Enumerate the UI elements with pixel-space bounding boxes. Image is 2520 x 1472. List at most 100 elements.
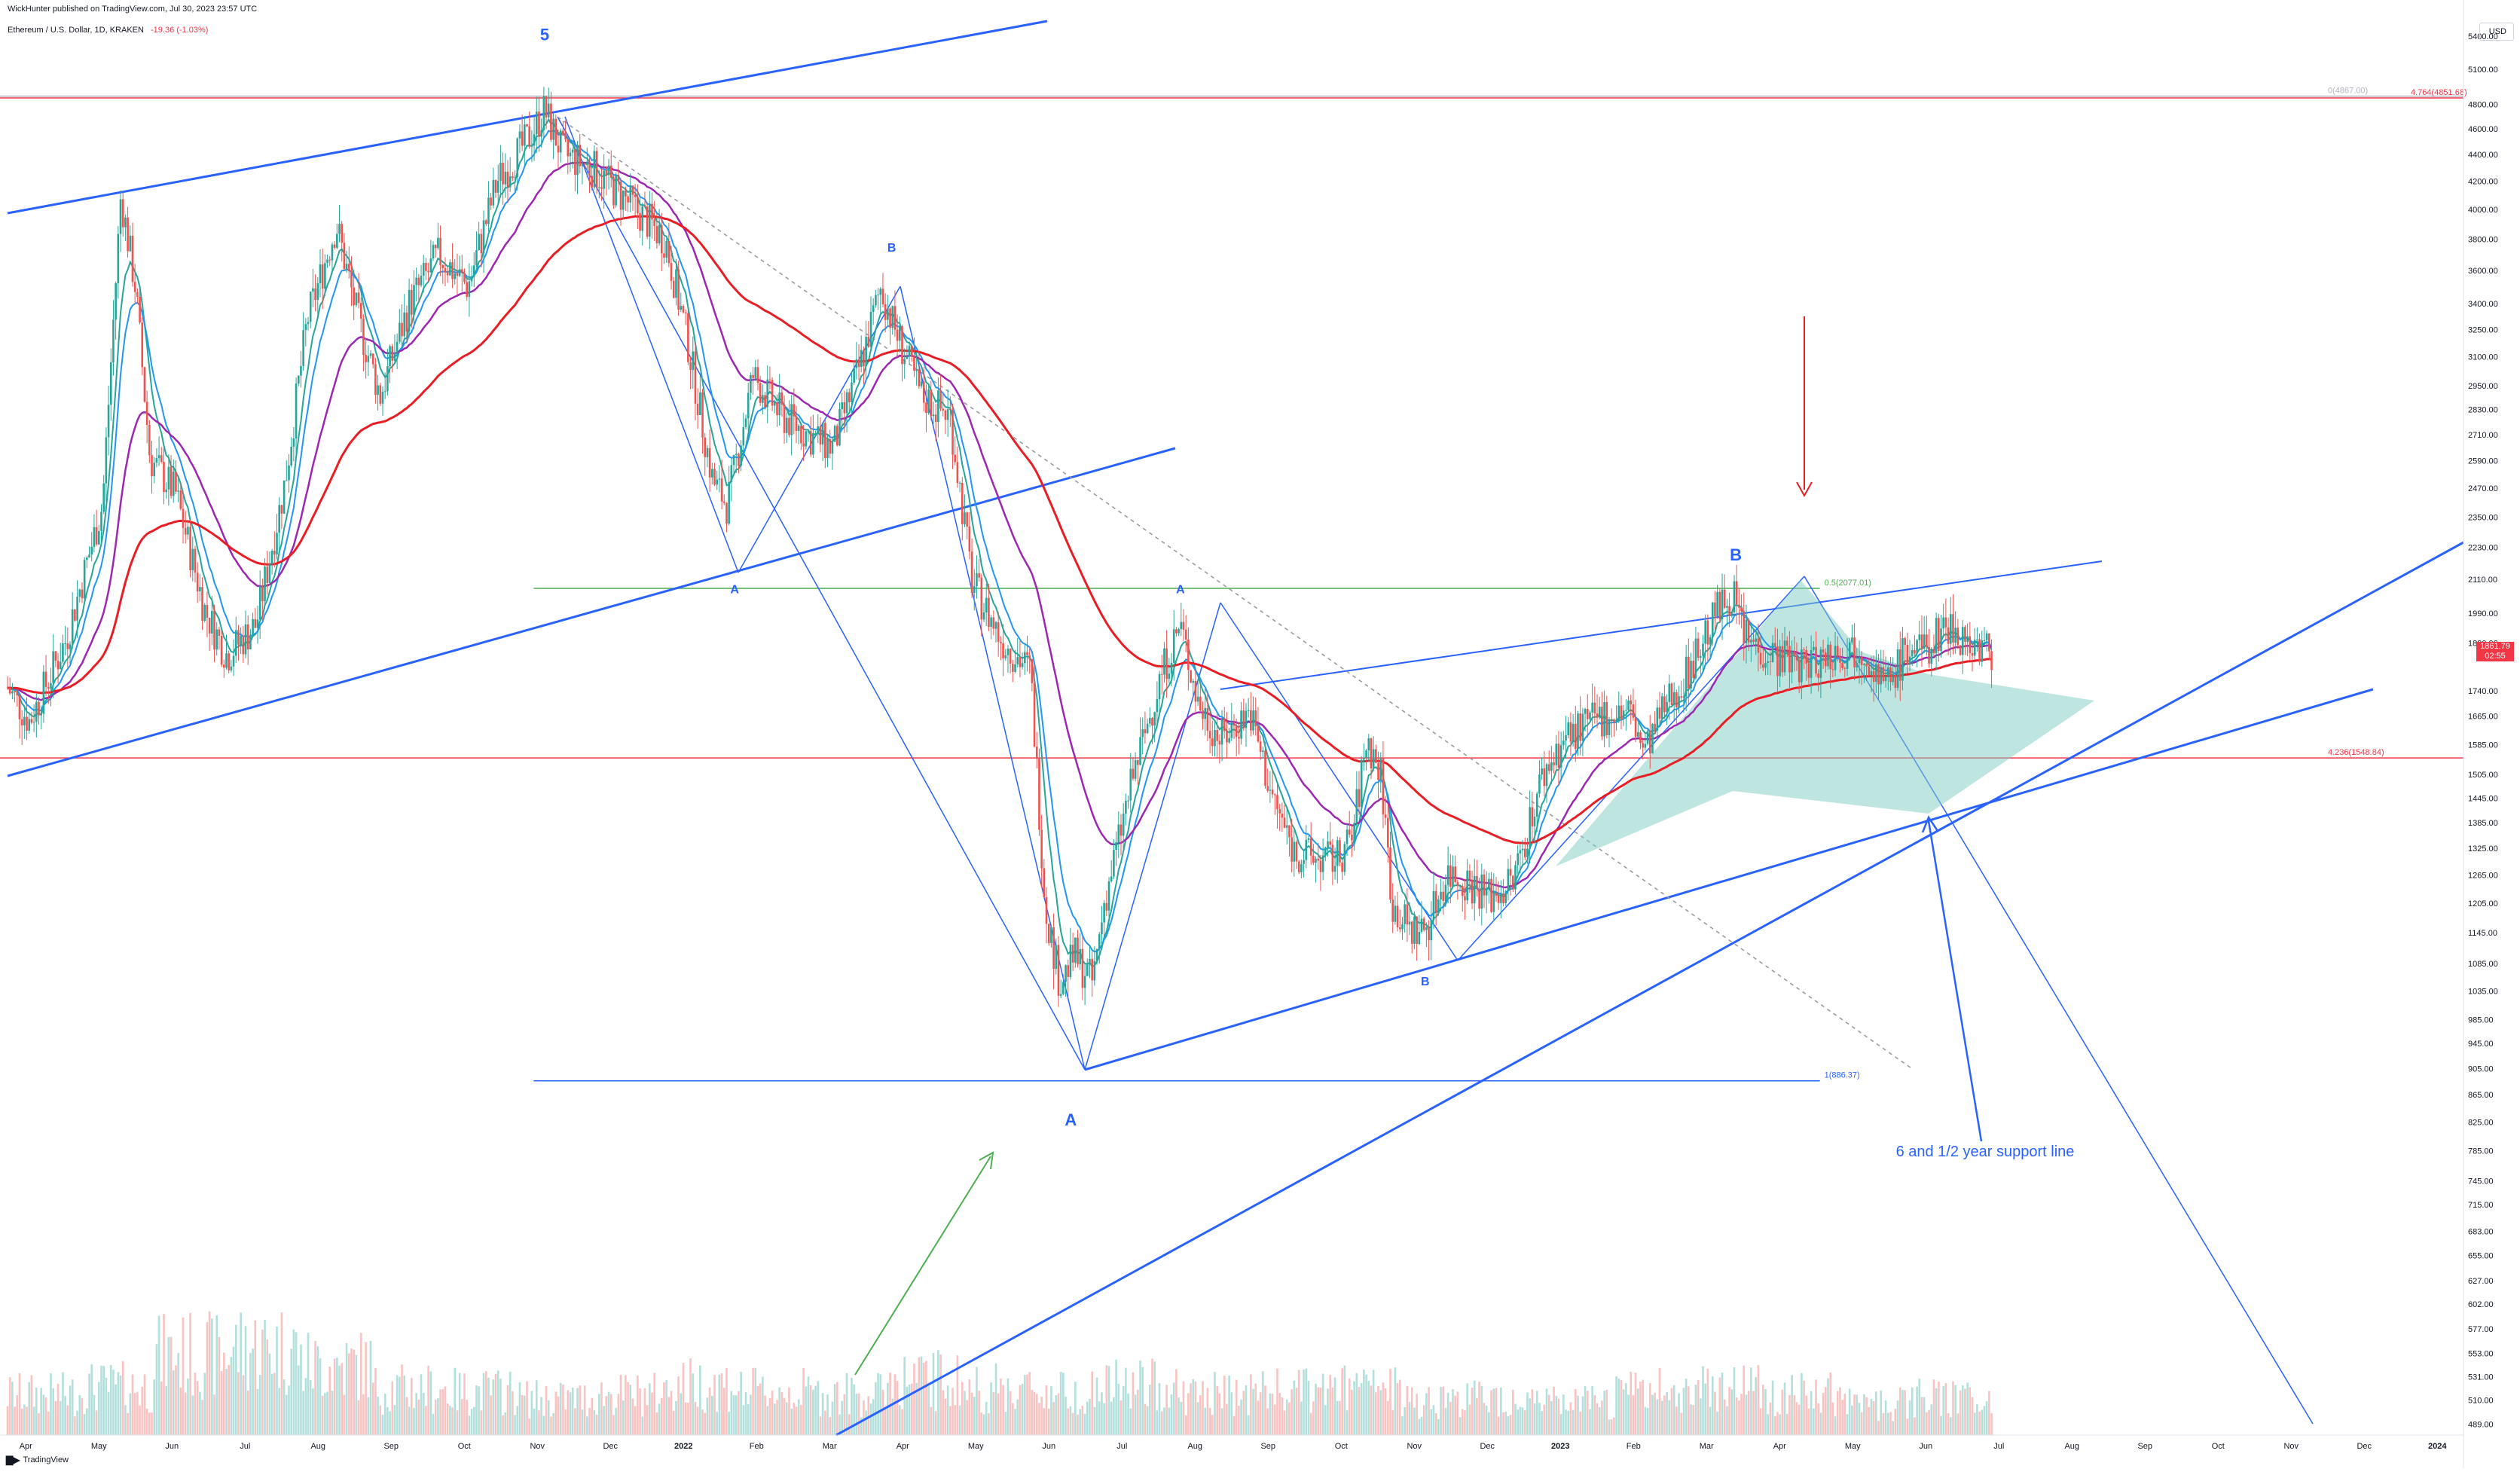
candle-body [1495,893,1498,896]
x-tick-label: Apr [20,1442,32,1451]
volume-bar [1884,1400,1887,1435]
tradingview-brand[interactable]: ▇▶ TradingView [6,1455,69,1465]
candle-body [609,165,612,178]
volume-bar [1257,1400,1260,1435]
candle-body [1449,865,1452,887]
volume-bar [199,1391,201,1435]
volume-bar [1370,1385,1373,1435]
candle-body [1764,663,1767,668]
candle-body [1476,875,1478,890]
volume-bar [1733,1367,1736,1435]
candle-body [1634,717,1637,738]
y-tick-label: 577.00 [2468,1325,2494,1334]
candle-body [949,408,951,411]
candle-body [1038,759,1040,830]
volume-bar [1779,1414,1781,1435]
currency-label: USD [2488,27,2506,36]
candle-body [220,635,223,665]
candle-body [393,353,396,361]
volume-bar [1586,1391,1589,1435]
volume-bar [641,1416,644,1435]
candle-body [341,224,344,243]
candle-body [976,573,978,587]
candle-body [1315,858,1317,863]
candle-body [100,512,102,531]
volume-bar [1973,1412,1976,1435]
candle-body [151,455,153,477]
candle-body [1807,663,1810,678]
volume-bar [1146,1406,1149,1435]
volume-bar [988,1412,990,1435]
volume-bar [1220,1408,1223,1435]
candle-body [1660,696,1663,719]
volume-bar [1449,1401,1452,1435]
volume-bar [44,1397,47,1435]
candle-body [290,447,292,466]
candle-body [720,478,723,502]
y-tick-label: 825.00 [2468,1118,2494,1127]
volume-bar [1473,1380,1476,1435]
volume-bar [797,1399,800,1435]
volume-bar [1028,1372,1031,1435]
candle-body [627,196,629,203]
candle-body [704,437,707,457]
candle-body [249,634,252,650]
candle-body [1148,717,1151,724]
ma-slow-red-line [7,215,1992,845]
candle-body [377,385,379,395]
volume-bar [768,1398,771,1435]
upper-channel-line [7,20,1048,215]
volume-bars [6,1311,1993,1435]
candle-body [222,664,225,668]
volume-bar [1204,1407,1207,1435]
candle-body [1002,643,1004,658]
volume-bar [494,1373,497,1435]
candle-body [160,455,163,462]
candle-body [1074,937,1077,963]
volume-bar [1928,1409,1930,1435]
candle-body [1526,848,1529,857]
volume-bar [718,1374,721,1435]
volume-bar [1738,1400,1740,1435]
candle-body [1303,860,1305,864]
volume-bar [1387,1400,1389,1435]
volume-bar [1730,1389,1733,1435]
volume-bar [1004,1412,1007,1435]
volume-bar [1346,1410,1349,1435]
volume-bar [1699,1398,1702,1435]
candle-body [1584,709,1587,714]
volume-bar [1798,1404,1801,1435]
currency-button[interactable] [2479,23,2514,41]
volume-bar [732,1395,735,1435]
volume-bar [759,1383,762,1435]
candle-body [1291,837,1293,862]
candle-body [343,243,346,270]
volume-bar [783,1397,786,1435]
volume-bar [492,1379,495,1435]
volume-bar [694,1401,697,1435]
candle-body [1242,710,1245,728]
volume-bar [371,1382,374,1435]
volume-bar [1408,1402,1411,1435]
volume-bar [1788,1394,1791,1435]
volume-bar [576,1388,579,1435]
volume-bar [607,1391,610,1435]
candle-body [591,176,594,188]
candle-body [1288,825,1291,838]
candle-body [1976,639,1978,640]
dotted-trend-line [557,116,1914,1070]
volume-bar [1321,1373,1324,1435]
volume-bar [1170,1394,1173,1435]
candle-body [381,392,384,404]
volume-bar [1880,1390,1883,1435]
candle-body [109,362,112,405]
candle-body [1238,737,1240,739]
volume-bar [538,1410,540,1435]
candle-body [1012,664,1014,672]
candle-body [547,103,550,118]
candle-body [542,96,545,130]
volume-bar [1122,1385,1125,1435]
volume-bar [891,1398,894,1435]
